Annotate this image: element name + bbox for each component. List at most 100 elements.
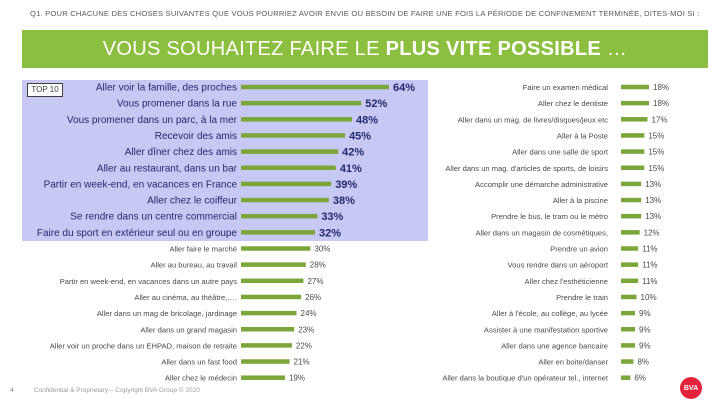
category-label: Aller dans une salle de sport [512, 148, 609, 157]
footer-copyright: Confidential & Proprietary – Copyright B… [34, 387, 200, 394]
bar [621, 262, 639, 267]
value-label: 32% [319, 227, 341, 239]
bar [621, 375, 631, 380]
category-label: Aller au cinéma, au théâtre,…. [134, 293, 237, 302]
category-label: Aller au bureau, au travail [150, 261, 237, 270]
category-label: Partir en week-end, en vacances dans un … [60, 277, 237, 286]
category-label: Prendre le bus, le tram ou le métro [491, 212, 608, 221]
category-label: Aller en boite/danser [538, 358, 608, 367]
category-label: Aller chez le médecin [165, 374, 237, 383]
value-label: 15% [648, 164, 664, 173]
value-label: 9% [639, 341, 651, 350]
bar [621, 246, 639, 251]
bar [621, 294, 637, 300]
title-banner: VOUS SOUHAITEZ FAIRE LE PLUS VITE POSSIB… [22, 30, 708, 68]
category-label: Vous rendre dans un aéroport [508, 261, 609, 270]
value-label: 15% [648, 131, 664, 140]
value-label: 6% [634, 374, 646, 383]
value-label: 38% [333, 195, 355, 207]
category-label: Faire du sport en extérieur seul ou en g… [37, 228, 238, 239]
bar [241, 294, 302, 300]
bar [241, 310, 297, 316]
bar [241, 246, 311, 251]
category-label: Partir en week-end, en vacances en Franc… [44, 179, 238, 190]
value-label: 13% [645, 196, 661, 205]
bar [621, 100, 649, 106]
bar [241, 165, 336, 170]
value-label: 23% [298, 325, 314, 334]
category-label: Aller à la piscine [553, 196, 608, 205]
bar [621, 359, 634, 364]
bar [241, 133, 346, 138]
bar [621, 197, 642, 203]
value-label: 27% [307, 277, 323, 286]
bar [241, 327, 295, 332]
value-label: 8% [637, 358, 649, 367]
value-label: 11% [642, 277, 657, 286]
bar [621, 343, 635, 348]
category-label: Aller dîner chez des amis [125, 147, 237, 158]
value-label: 19% [289, 374, 305, 383]
value-label: 48% [356, 114, 378, 126]
bar [241, 149, 339, 154]
bar [621, 84, 649, 90]
value-label: 42% [342, 147, 364, 159]
category-label: Aller dans un magasin de cosmétiques, [475, 228, 608, 237]
bar [241, 343, 292, 348]
value-label: 28% [310, 261, 326, 270]
category-label: Aller chez le coiffeur [147, 196, 238, 207]
bar [621, 149, 645, 154]
category-label: Aller voir la famille, des proches [96, 83, 237, 94]
value-label: 52% [365, 98, 387, 110]
value-label: 13% [645, 212, 661, 221]
value-label: 45% [349, 130, 371, 142]
bar [241, 100, 362, 106]
bar [241, 117, 352, 122]
bar [241, 181, 332, 187]
value-label: 10% [641, 293, 657, 302]
value-label: 17% [651, 115, 667, 124]
bar [621, 133, 645, 138]
category-label: Aller dans un mag. de livres/disques/jeu… [458, 115, 608, 124]
bar [241, 197, 329, 203]
category-label: Vous promener dans un parc, à la mer [67, 115, 238, 126]
category-label: Aller à l'école, au collège, au lycée [492, 309, 608, 318]
category-label: Aller chez le dentiste [538, 99, 608, 108]
value-label: 39% [335, 179, 357, 191]
category-label: Prendre le train [556, 293, 608, 302]
category-label: Prendre un avion [550, 245, 608, 254]
value-label: 24% [301, 309, 317, 318]
category-label: Aller dans une agence bancaire [501, 341, 608, 350]
value-label: 13% [645, 180, 661, 189]
category-label: Aller dans un fast food [161, 358, 237, 367]
value-label: 22% [296, 341, 312, 350]
value-label: 15% [648, 148, 664, 157]
bar [621, 230, 640, 235]
category-label: Se rendre dans un centre commercial [70, 212, 237, 223]
value-label: 18% [653, 99, 669, 108]
value-label: 12% [644, 228, 660, 237]
value-label: 11% [642, 261, 657, 270]
category-label: Accomplir une démarche administrative [475, 180, 608, 189]
category-label: Vous promener dans la rue [117, 99, 238, 110]
value-label: 9% [639, 325, 651, 334]
category-label: Recevoir des amis [155, 131, 237, 142]
value-label: 11% [642, 245, 657, 254]
bar [241, 262, 306, 267]
bar [241, 230, 315, 235]
bar [241, 84, 389, 90]
bar [621, 117, 648, 122]
value-label: 41% [340, 163, 362, 175]
bar [621, 278, 639, 284]
value-label: 21% [294, 358, 310, 367]
bar [621, 310, 635, 316]
top10-label: TOP 10 [27, 83, 63, 97]
category-label: Aller faire le marché [169, 245, 237, 254]
bar [621, 165, 645, 170]
category-label: Faire un examen médical [523, 83, 609, 92]
bar [241, 278, 304, 284]
value-label: 33% [321, 211, 343, 223]
category-label: Aller dans un mag de bricolage, jardinag… [97, 309, 237, 318]
bar [241, 375, 285, 380]
